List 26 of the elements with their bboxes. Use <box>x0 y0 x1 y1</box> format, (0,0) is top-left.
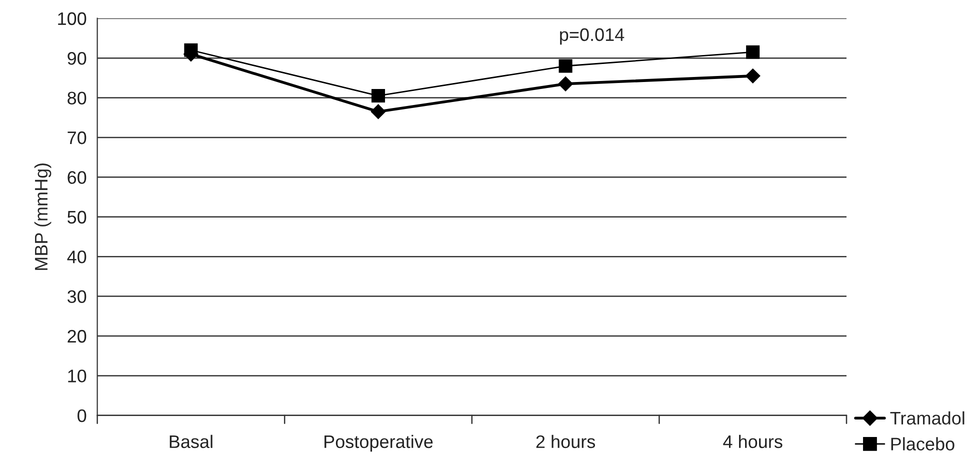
point <box>746 45 760 59</box>
y-tick-label: 80 <box>68 92 86 104</box>
point <box>184 43 198 57</box>
x-tick-label: Postoperative <box>324 434 433 452</box>
legend-label: Tramadol <box>890 411 964 425</box>
y-tick-label: 100 <box>58 12 86 26</box>
y-tick-label: 40 <box>67 250 86 264</box>
point <box>370 104 386 120</box>
point <box>371 89 386 103</box>
y-tick-label: 60 <box>68 171 86 184</box>
y-tick-label: 0 <box>78 409 86 422</box>
y-tick-label: 90 <box>68 52 86 65</box>
x-tick-label: 4 hours <box>723 434 782 448</box>
annotation: p=0.014 <box>560 28 624 45</box>
point <box>558 59 572 73</box>
y-tick-label: 30 <box>67 290 86 304</box>
y-tick-label: 50 <box>68 210 86 224</box>
legend-label: Placebo <box>891 437 954 450</box>
point <box>558 76 573 92</box>
y-axis-title: MBP (mmHg) <box>34 163 52 270</box>
y-tick-label: 70 <box>68 131 86 144</box>
x-tick-label: Basal <box>170 434 212 448</box>
x-tick-label: 2 hours <box>536 434 596 448</box>
point <box>745 68 760 84</box>
y-tick-label: 10 <box>68 370 86 382</box>
y-tick-label: 20 <box>68 330 86 343</box>
